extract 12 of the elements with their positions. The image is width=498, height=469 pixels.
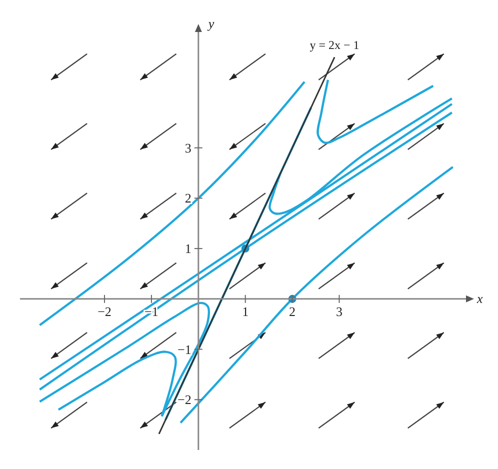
y-tick-label: −1	[178, 342, 192, 357]
y-tick-label: 2	[184, 190, 192, 206]
x-tick-label: 3	[336, 304, 342, 319]
x-tick-label: 1	[242, 304, 249, 319]
y-tick-label: 1	[184, 241, 192, 256]
series-label: y = 2x − 1	[310, 38, 360, 52]
x-tick-label: −2	[98, 304, 112, 319]
x-axis-title: x	[476, 290, 483, 306]
y-tick-label: 3	[184, 140, 192, 156]
y-axis-title: y	[206, 16, 214, 31]
x-tick-label: 2	[289, 304, 296, 319]
y-tick-label: −2	[178, 392, 192, 408]
